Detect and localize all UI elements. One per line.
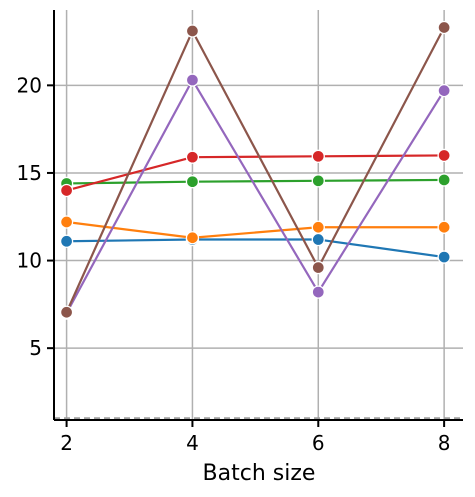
grid xyxy=(54,10,463,420)
data-point-series-3 xyxy=(437,173,451,187)
x-tick-label: 2 xyxy=(60,431,73,455)
tick-labels: 2 4 6 8 5 10 15 20 xyxy=(17,73,451,455)
y-tick-label: 20 xyxy=(17,73,42,97)
x-tick-label: 8 xyxy=(438,431,451,455)
data-point-series-1 xyxy=(311,232,325,247)
data-point-series-6 xyxy=(59,305,74,319)
data-point-series-5 xyxy=(185,73,200,87)
data-point-series-3 xyxy=(311,174,325,188)
data-point-series-6 xyxy=(437,20,451,35)
series-line-6 xyxy=(65,27,446,313)
data-point-series-2 xyxy=(185,231,200,245)
y-tick-label: 5 xyxy=(29,336,42,360)
x-tick-label: 4 xyxy=(186,431,199,455)
data-point-series-1 xyxy=(59,234,74,248)
data-point-series-5 xyxy=(311,285,325,299)
data-point-series-1 xyxy=(437,250,451,264)
data-point-series-4 xyxy=(311,149,325,163)
data-point-series-2 xyxy=(59,215,74,229)
data-point-series-4 xyxy=(437,148,451,163)
series-line-1 xyxy=(66,238,445,259)
y-tick-label: 15 xyxy=(17,161,42,185)
data-point-series-2 xyxy=(437,220,451,234)
y-tick-label: 10 xyxy=(17,249,42,273)
data-point-series-2 xyxy=(311,220,325,234)
x-tick-label: 6 xyxy=(312,431,325,455)
data-point-series-4 xyxy=(59,183,74,198)
series-line-2 xyxy=(66,220,445,239)
x-axis-label: Batch size xyxy=(203,461,316,486)
data-point-series-6 xyxy=(311,260,325,275)
series-line-3 xyxy=(66,178,445,185)
series-line-5 xyxy=(65,78,446,314)
axes xyxy=(47,10,463,427)
data-point-series-4 xyxy=(185,150,200,164)
series-layer xyxy=(59,20,451,320)
data-point-series-6 xyxy=(185,24,200,38)
data-point-series-5 xyxy=(437,83,451,98)
data-point-series-3 xyxy=(185,175,200,189)
